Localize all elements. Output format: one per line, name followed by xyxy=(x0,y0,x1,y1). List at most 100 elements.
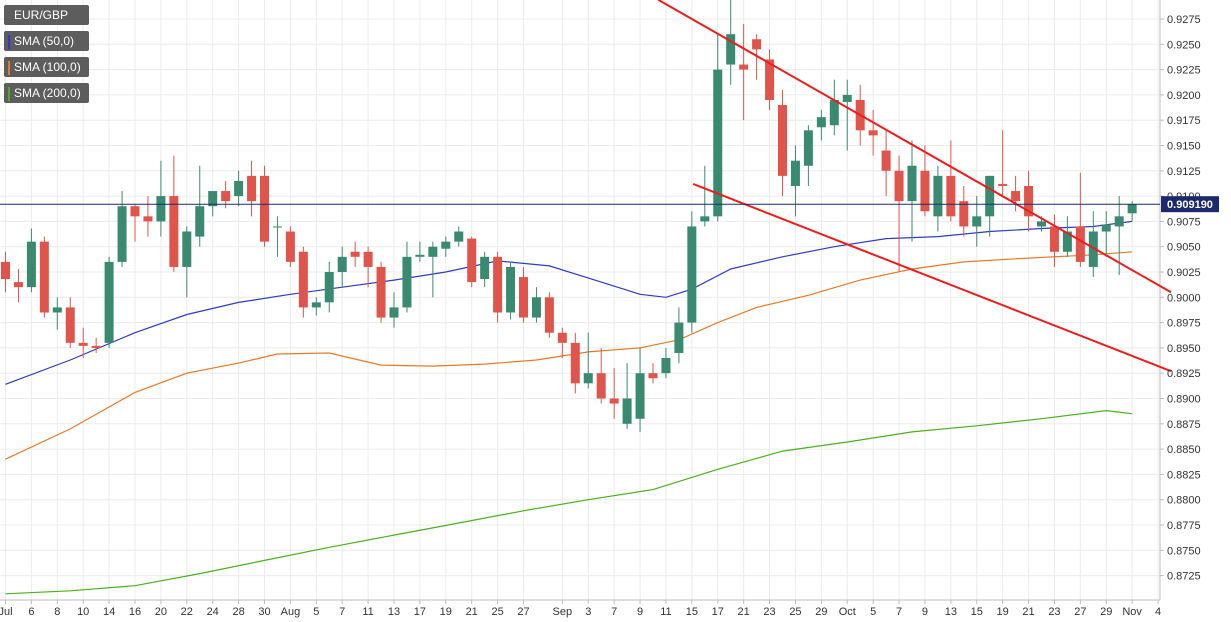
y-tick-label: 0.8950 xyxy=(1167,343,1201,355)
candle xyxy=(298,246,308,318)
y-tick-label: 0.8900 xyxy=(1167,394,1201,406)
legend: EUR/GBP SMA (50,0) SMA (100,0) SMA (200,… xyxy=(4,5,89,109)
candle-body xyxy=(337,256,347,272)
legend-swatch-sma-100 xyxy=(8,60,10,75)
candle xyxy=(1011,175,1021,212)
x-tick-label: 15 xyxy=(686,606,698,618)
candle xyxy=(402,241,412,313)
candle xyxy=(26,228,36,293)
candle-body xyxy=(467,238,477,283)
x-tick-label: 15 xyxy=(971,606,983,618)
candle-body xyxy=(816,117,826,128)
candle xyxy=(454,226,464,247)
candle-body xyxy=(842,94,852,102)
x-tick-label: 21 xyxy=(466,606,478,618)
x-tick-label: 4 xyxy=(1155,606,1161,618)
candle xyxy=(531,287,541,323)
candle-body xyxy=(1088,231,1098,267)
legend-item-sma-100[interactable]: SMA (100,0) xyxy=(4,57,89,77)
candle-body xyxy=(260,175,269,242)
candle-body xyxy=(39,241,49,313)
y-tick-label: 0.9200 xyxy=(1167,90,1201,102)
y-axis: 0.9275 0.9250 0.9225 0.9200 0.9175 0.9150 0.91… xyxy=(1160,14,1201,583)
candle-body xyxy=(687,226,697,323)
x-tick-label: 13 xyxy=(945,606,957,618)
candle xyxy=(1101,211,1111,257)
candle xyxy=(272,216,282,257)
candle xyxy=(285,226,295,267)
candle xyxy=(1,251,10,293)
candle xyxy=(65,297,75,348)
candle-body xyxy=(570,342,580,384)
candle xyxy=(260,165,269,247)
x-tick-label: Sep xyxy=(553,606,573,618)
candle xyxy=(700,165,710,227)
legend-item-sma-50[interactable]: SMA (50,0) xyxy=(4,31,89,51)
current-price-label: 0.909190 xyxy=(1161,196,1219,213)
candle-body xyxy=(143,216,153,222)
candle xyxy=(739,24,749,121)
x-tick-label: Oct xyxy=(839,606,856,618)
candle xyxy=(39,236,49,318)
candle-body xyxy=(324,272,334,303)
x-tick-label: 11 xyxy=(362,606,373,618)
candle xyxy=(661,347,671,379)
candle-body xyxy=(156,196,166,222)
y-tick-label: 0.9175 xyxy=(1167,115,1201,127)
candle xyxy=(933,165,943,232)
candle-body xyxy=(1049,226,1059,252)
candle-body xyxy=(285,231,295,262)
sma-200-line xyxy=(5,409,1133,595)
candle xyxy=(946,140,956,222)
candle-body xyxy=(363,251,373,267)
x-tick-label: Aug xyxy=(281,606,301,618)
candle-body xyxy=(441,241,451,249)
legend-swatch-eurgbp xyxy=(8,8,10,23)
sma-200-path xyxy=(5,409,1133,595)
x-tick-label: 5 xyxy=(313,606,319,618)
candle-body xyxy=(221,191,231,202)
x-tick-label: Jul xyxy=(0,606,13,618)
candle xyxy=(221,180,231,209)
x-tick-label: 27 xyxy=(1074,606,1086,618)
x-tick-label: 16 xyxy=(129,606,141,618)
candle-body xyxy=(1062,231,1072,252)
legend-item-sma-200[interactable]: SMA (200,0) xyxy=(4,83,89,103)
y-tick-label: 0.8775 xyxy=(1167,520,1201,532)
x-tick-label: 8 xyxy=(54,606,60,618)
candle-body xyxy=(117,206,127,262)
candle-body xyxy=(1127,204,1137,214)
candle xyxy=(169,155,179,272)
candle-body xyxy=(933,175,943,217)
candle-body xyxy=(234,180,244,197)
candle xyxy=(959,185,969,237)
candle xyxy=(13,268,23,303)
candle-body xyxy=(389,307,399,318)
candle xyxy=(557,327,567,359)
x-tick-label: 11 xyxy=(660,606,671,618)
candle xyxy=(493,251,503,323)
legend-item-eurgbp[interactable]: EUR/GBP xyxy=(4,5,89,25)
y-tick-label: 0.8875 xyxy=(1167,419,1201,431)
x-tick-label: 7 xyxy=(896,606,902,618)
x-tick-label: 24 xyxy=(207,606,219,618)
x-tick-label: 29 xyxy=(815,606,827,618)
candle xyxy=(1075,172,1085,267)
candle-body xyxy=(1024,185,1034,217)
candle-body xyxy=(65,307,75,343)
candle-body xyxy=(596,373,606,399)
x-tick-label: 28 xyxy=(232,606,244,618)
candle xyxy=(350,241,360,267)
candle xyxy=(441,236,451,257)
candle-body xyxy=(91,345,101,348)
candle-body xyxy=(648,373,658,379)
x-tick-label: 21 xyxy=(738,606,750,618)
candle xyxy=(583,332,593,389)
candle xyxy=(842,79,852,151)
y-tick-label: 0.9025 xyxy=(1167,267,1201,279)
candle xyxy=(389,292,399,328)
legend-swatch-sma-50 xyxy=(8,34,10,49)
x-tick-label: 9 xyxy=(637,606,643,618)
candle xyxy=(907,140,917,242)
